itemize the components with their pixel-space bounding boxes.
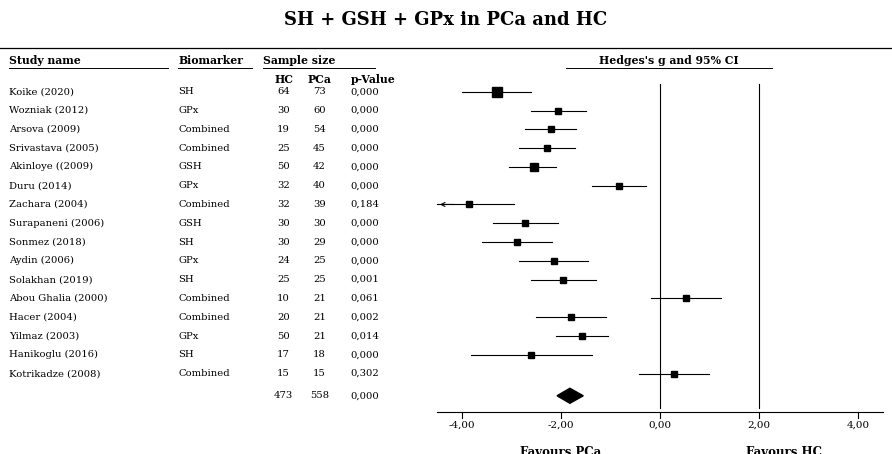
Text: GSH: GSH — [178, 219, 202, 228]
Text: 0,302: 0,302 — [351, 369, 379, 378]
Text: GPx: GPx — [178, 106, 199, 115]
Text: 32: 32 — [277, 200, 290, 209]
Text: 32: 32 — [277, 181, 290, 190]
Text: Hanikoglu (2016): Hanikoglu (2016) — [9, 350, 98, 360]
Text: Sample size: Sample size — [263, 55, 335, 66]
Text: 0,061: 0,061 — [351, 294, 379, 303]
Text: 25: 25 — [313, 257, 326, 265]
Text: Hacer (2004): Hacer (2004) — [9, 313, 77, 322]
Text: Sonmez (2018): Sonmez (2018) — [9, 237, 86, 247]
Text: 15: 15 — [277, 369, 290, 378]
Text: 50: 50 — [277, 163, 290, 171]
Text: 64: 64 — [277, 87, 290, 96]
Text: 0,000: 0,000 — [351, 350, 379, 359]
Text: 0,000: 0,000 — [351, 87, 379, 96]
Text: Arsova (2009): Arsova (2009) — [9, 125, 80, 134]
Text: -2,00: -2,00 — [548, 420, 574, 429]
Text: 2,00: 2,00 — [747, 420, 771, 429]
Text: 0,000: 0,000 — [351, 237, 379, 247]
Text: Combined: Combined — [178, 294, 230, 303]
Text: -4,00: -4,00 — [449, 420, 475, 429]
Text: Combined: Combined — [178, 200, 230, 209]
Text: 73: 73 — [313, 87, 326, 96]
Text: Combined: Combined — [178, 125, 230, 134]
Text: Duru (2014): Duru (2014) — [9, 181, 71, 190]
Text: 558: 558 — [310, 391, 329, 400]
Text: GSH: GSH — [178, 163, 202, 171]
Text: 30: 30 — [313, 219, 326, 228]
Text: 0,00: 0,00 — [648, 420, 672, 429]
Text: Kotrikadze (2008): Kotrikadze (2008) — [9, 369, 101, 378]
Text: 15: 15 — [313, 369, 326, 378]
Text: 30: 30 — [277, 237, 290, 247]
Text: Hedges's g and 95% CI: Hedges's g and 95% CI — [599, 55, 739, 66]
Text: 42: 42 — [313, 163, 326, 171]
Text: 30: 30 — [277, 219, 290, 228]
Text: 30: 30 — [277, 106, 290, 115]
Text: 0,002: 0,002 — [351, 313, 379, 322]
Text: Combined: Combined — [178, 143, 230, 153]
Text: 10: 10 — [277, 294, 290, 303]
Text: SH: SH — [178, 275, 194, 284]
Text: Combined: Combined — [178, 313, 230, 322]
Text: Aydin (2006): Aydin (2006) — [9, 256, 74, 266]
Text: 0,000: 0,000 — [351, 163, 379, 171]
Text: 21: 21 — [313, 313, 326, 322]
Text: Biomarker: Biomarker — [178, 55, 244, 66]
Text: Abou Ghalia (2000): Abou Ghalia (2000) — [9, 294, 108, 303]
Text: p-Value: p-Value — [351, 74, 395, 84]
Text: 0,000: 0,000 — [351, 181, 379, 190]
Text: Koike (2020): Koike (2020) — [9, 87, 74, 96]
Text: Solakhan (2019): Solakhan (2019) — [9, 275, 93, 284]
Text: Yilmaz (2003): Yilmaz (2003) — [9, 331, 79, 340]
Text: Surapaneni (2006): Surapaneni (2006) — [9, 219, 104, 228]
Text: 0,001: 0,001 — [351, 275, 379, 284]
Text: Combined: Combined — [178, 369, 230, 378]
Text: 18: 18 — [313, 350, 326, 359]
Text: HC: HC — [274, 74, 293, 84]
Text: 24: 24 — [277, 257, 290, 265]
Text: 0,000: 0,000 — [351, 391, 379, 400]
Text: 0,000: 0,000 — [351, 106, 379, 115]
Text: 25: 25 — [277, 275, 290, 284]
Text: SH: SH — [178, 237, 194, 247]
Text: 60: 60 — [313, 106, 326, 115]
Text: 25: 25 — [313, 275, 326, 284]
Text: 20: 20 — [277, 313, 290, 322]
Text: 21: 21 — [313, 331, 326, 340]
Text: Favours HC: Favours HC — [746, 446, 822, 454]
Text: GPx: GPx — [178, 181, 199, 190]
Text: 0,014: 0,014 — [351, 331, 380, 340]
Text: 21: 21 — [313, 294, 326, 303]
Text: 29: 29 — [313, 237, 326, 247]
Text: 19: 19 — [277, 125, 290, 134]
Text: 0,000: 0,000 — [351, 125, 379, 134]
Text: 17: 17 — [277, 350, 290, 359]
Text: Study name: Study name — [9, 55, 80, 66]
Text: SH: SH — [178, 350, 194, 359]
Text: 50: 50 — [277, 331, 290, 340]
Text: Srivastava (2005): Srivastava (2005) — [9, 143, 99, 153]
Text: 473: 473 — [274, 391, 293, 400]
Text: PCa: PCa — [308, 74, 331, 84]
Text: 0,000: 0,000 — [351, 257, 379, 265]
Text: 0,000: 0,000 — [351, 143, 379, 153]
Text: 25: 25 — [277, 143, 290, 153]
Text: GPx: GPx — [178, 331, 199, 340]
Text: 0,184: 0,184 — [351, 200, 380, 209]
Text: 4,00: 4,00 — [847, 420, 870, 429]
Text: Favours PCa: Favours PCa — [520, 446, 601, 454]
Text: 40: 40 — [313, 181, 326, 190]
Text: SH: SH — [178, 87, 194, 96]
Text: 0,000: 0,000 — [351, 219, 379, 228]
Text: 39: 39 — [313, 200, 326, 209]
Text: 45: 45 — [313, 143, 326, 153]
Text: SH + GSH + GPx in PCa and HC: SH + GSH + GPx in PCa and HC — [285, 11, 607, 30]
Text: GPx: GPx — [178, 257, 199, 265]
Polygon shape — [557, 388, 583, 403]
Text: Zachara (2004): Zachara (2004) — [9, 200, 87, 209]
Text: Wozniak (2012): Wozniak (2012) — [9, 106, 88, 115]
Text: 54: 54 — [313, 125, 326, 134]
Text: Akinloye ((2009): Akinloye ((2009) — [9, 163, 93, 172]
